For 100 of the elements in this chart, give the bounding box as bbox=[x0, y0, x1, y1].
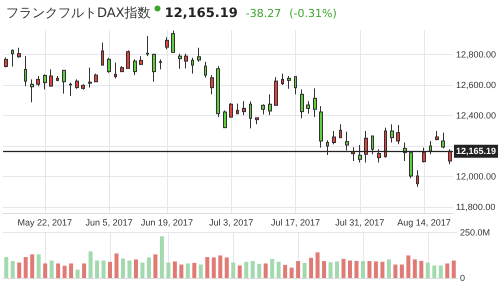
candlestick bbox=[358, 144, 362, 164]
candlestick bbox=[339, 124, 342, 139]
bar bbox=[212, 257, 216, 278]
bar bbox=[367, 261, 372, 278]
bar bbox=[62, 266, 67, 278]
candlestick bbox=[223, 110, 227, 128]
candlestick bbox=[448, 148, 452, 165]
y-tick-label: 12,000.00 bbox=[456, 171, 496, 182]
candlestick bbox=[281, 73, 284, 86]
candlestick bbox=[101, 42, 104, 66]
bar bbox=[160, 236, 164, 278]
candlestick bbox=[197, 47, 201, 62]
bar bbox=[374, 261, 378, 278]
bar bbox=[224, 257, 229, 278]
bar bbox=[452, 260, 456, 278]
candlestick bbox=[242, 100, 246, 116]
candlestick bbox=[4, 56, 8, 68]
bar bbox=[95, 260, 100, 278]
bar bbox=[140, 262, 144, 278]
y-tick-label: 0 bbox=[460, 273, 466, 283]
y-tick-label: 11,800.00 bbox=[456, 202, 496, 212]
candlestick bbox=[441, 132, 445, 149]
candlestick bbox=[384, 127, 387, 158]
bar bbox=[290, 268, 294, 278]
candlestick bbox=[326, 140, 329, 156]
bar bbox=[426, 262, 430, 278]
bar bbox=[412, 259, 417, 278]
bar bbox=[419, 260, 424, 278]
text: 12,165.19 bbox=[164, 6, 238, 20]
bar bbox=[179, 264, 184, 278]
bar bbox=[400, 264, 404, 278]
bar bbox=[172, 261, 177, 278]
candlestick bbox=[126, 50, 130, 69]
bar bbox=[257, 264, 262, 278]
bar bbox=[56, 263, 60, 278]
candlestick bbox=[178, 53, 182, 70]
x-tick-label: May 22, 2017 bbox=[18, 218, 72, 228]
candlestick bbox=[11, 48, 14, 67]
bar bbox=[322, 261, 326, 278]
candlestick bbox=[43, 74, 47, 90]
candlestick bbox=[345, 131, 349, 151]
bar bbox=[43, 263, 48, 278]
ref-line-label: 12,165.19 bbox=[456, 146, 496, 156]
x-tick-label: Aug 14, 2017 bbox=[397, 218, 451, 228]
candlestick bbox=[184, 53, 188, 69]
bar bbox=[76, 270, 80, 278]
candlestick bbox=[75, 78, 79, 90]
candlestick bbox=[371, 135, 374, 155]
bar bbox=[360, 261, 365, 278]
candlestick bbox=[261, 104, 265, 115]
candlestick bbox=[204, 61, 207, 78]
bar bbox=[393, 264, 398, 278]
candlestick bbox=[139, 56, 143, 66]
candlestick bbox=[319, 106, 323, 148]
candlestick bbox=[36, 76, 40, 87]
bar bbox=[36, 254, 41, 278]
candlestick bbox=[249, 100, 252, 129]
bar bbox=[406, 255, 410, 278]
text: (-0.31%) bbox=[289, 6, 337, 20]
bar bbox=[88, 251, 93, 278]
bar bbox=[354, 260, 358, 278]
bar bbox=[276, 262, 281, 278]
candlestick bbox=[191, 57, 194, 74]
bar bbox=[296, 261, 300, 278]
bar bbox=[238, 265, 242, 278]
bar bbox=[4, 257, 8, 278]
candlestick bbox=[171, 30, 175, 53]
bar bbox=[342, 258, 346, 278]
bar bbox=[24, 257, 28, 278]
candlestick bbox=[62, 70, 66, 94]
candlestick bbox=[435, 130, 439, 141]
candlestick bbox=[133, 58, 137, 76]
candlestick bbox=[306, 100, 310, 114]
bar bbox=[380, 262, 384, 278]
x-tick-label: Jul 31, 2017 bbox=[335, 218, 384, 228]
bar bbox=[270, 258, 274, 278]
candlestick bbox=[146, 36, 149, 57]
x-tick-label: Jun 19, 2017 bbox=[140, 218, 193, 228]
candlestick bbox=[88, 67, 92, 88]
bar bbox=[120, 258, 125, 278]
candlestick bbox=[24, 56, 27, 87]
candlestick bbox=[396, 124, 400, 145]
bar bbox=[264, 263, 268, 278]
candlestick bbox=[409, 152, 413, 179]
candlestick bbox=[210, 74, 214, 95]
bar bbox=[432, 265, 436, 278]
y-tick-label: 12,800.00 bbox=[456, 49, 496, 60]
x-tick-label: Jul 3, 2017 bbox=[209, 218, 254, 228]
candlestick bbox=[313, 88, 317, 118]
bar bbox=[114, 253, 118, 278]
y-tick-label: 12,600.00 bbox=[456, 80, 496, 90]
bar bbox=[244, 262, 248, 278]
candlestick bbox=[216, 66, 220, 118]
candlestick bbox=[422, 147, 426, 164]
bar bbox=[335, 261, 340, 278]
bar bbox=[250, 261, 255, 278]
candlestick bbox=[56, 76, 59, 82]
bar bbox=[348, 260, 352, 278]
bar bbox=[10, 261, 15, 278]
candlestick bbox=[274, 76, 278, 106]
